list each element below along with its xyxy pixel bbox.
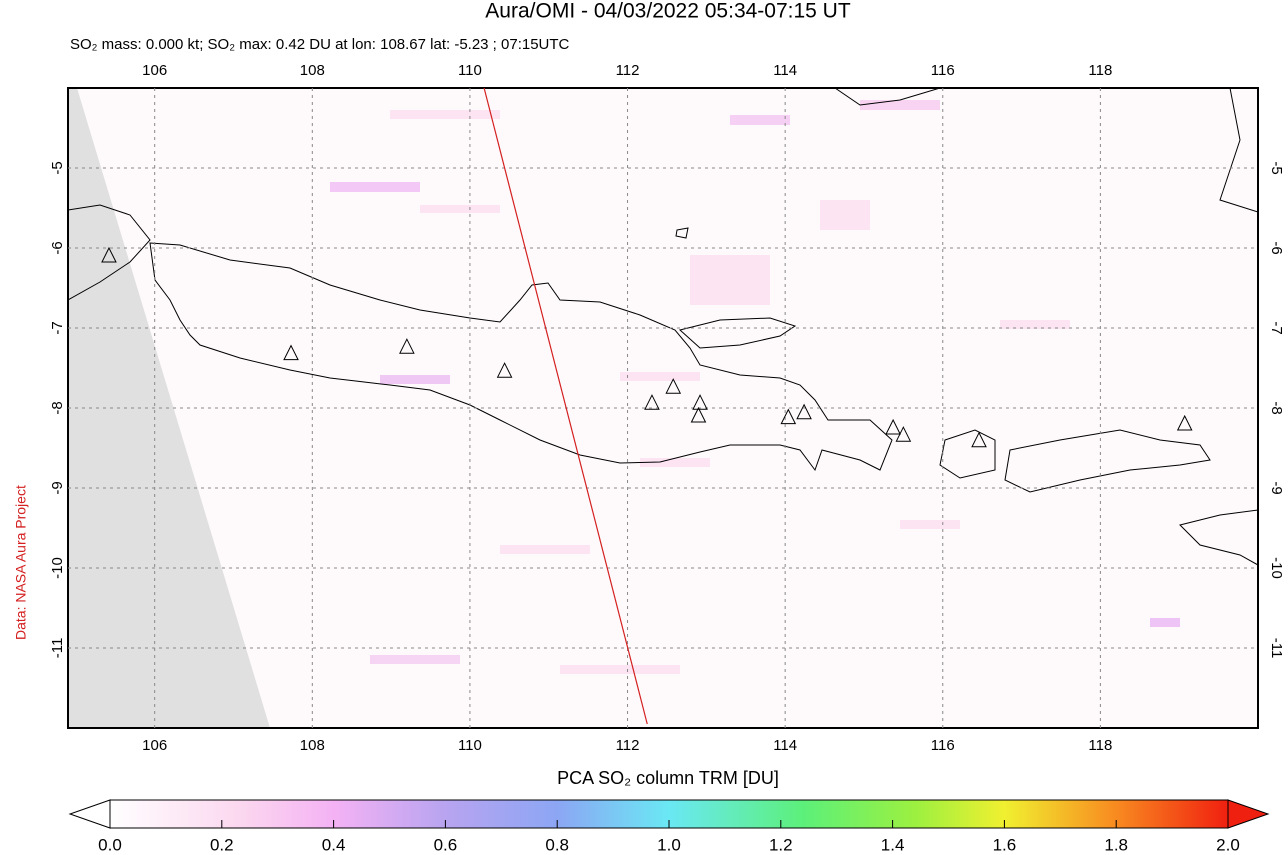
volcano-marker <box>283 344 299 361</box>
y-tick-label: -10 <box>1268 557 1285 579</box>
volcano-marker <box>644 394 660 410</box>
volcano-marker <box>796 403 812 420</box>
source-label: Data: NASA Aura Project <box>13 485 29 640</box>
colorbar-tick-label: 0.2 <box>210 835 234 854</box>
retrieval-streaks <box>330 100 1180 674</box>
x-tick-label: 114 <box>773 737 797 754</box>
colorbar-tick-label: 1.6 <box>993 835 1017 854</box>
volcano-marker <box>780 408 797 425</box>
subtitle: SO₂ mass: 0.000 kt; SO₂ max: 0.42 DU at … <box>70 36 570 53</box>
y-tick-label: -7 <box>49 321 66 334</box>
volcano-marker <box>496 362 513 378</box>
colorbar-over-arrow <box>1227 799 1270 829</box>
y-tick-label: -9 <box>1268 481 1285 494</box>
volcano-marker <box>1176 414 1193 431</box>
x-tick-label: 106 <box>142 62 167 79</box>
colorbar-tick-label: 2.0 <box>1216 835 1240 854</box>
x-tick-label: 112 <box>616 62 640 79</box>
colorbar-tick-label: 1.4 <box>881 835 905 854</box>
y-tick-label: -6 <box>49 241 66 254</box>
volcano-marker <box>885 418 901 435</box>
volcano-marker <box>895 426 912 442</box>
volcano-marker <box>690 406 707 423</box>
colorbar-tick-label: 0.4 <box>322 835 346 854</box>
y-tick-label: -5 <box>49 161 66 174</box>
x-tick-label: 114 <box>773 62 797 79</box>
colorbar-tick-label: 0.8 <box>545 835 569 854</box>
y-tick-label: -9 <box>49 481 66 494</box>
y-tick-label: -10 <box>49 557 66 579</box>
x-tick-label: 110 <box>458 62 482 79</box>
colorbar-tick-label: 0.6 <box>434 835 458 854</box>
y-tick-label: -8 <box>49 401 66 414</box>
x-tick-label: 116 <box>931 737 955 754</box>
y-tick-label: -8 <box>1268 401 1285 414</box>
volcano-marker <box>399 338 415 354</box>
colorbar-tick-label: 1.0 <box>657 835 681 854</box>
volcano-marker <box>101 246 117 263</box>
y-tick-label: -5 <box>1268 161 1285 174</box>
x-tick-label: 112 <box>616 737 640 754</box>
x-tick-label: 106 <box>142 737 167 754</box>
y-tick-label: -7 <box>1268 321 1285 334</box>
colorbar-label: PCA SO₂ column TRM [DU] <box>557 768 779 788</box>
volcano-marker <box>665 378 682 394</box>
volcano-marker <box>692 394 708 410</box>
x-tick-label: 118 <box>1088 737 1112 754</box>
y-tick-label: -11 <box>49 638 66 659</box>
x-tick-label: 118 <box>1088 62 1112 79</box>
colorbar-tick-label: 1.2 <box>769 835 793 854</box>
x-tick-label: 110 <box>458 737 482 754</box>
y-tick-label: -6 <box>1268 241 1285 254</box>
colorbar-tick-label: 1.8 <box>1104 835 1128 854</box>
volcano-marker <box>971 431 987 448</box>
x-tick-label: 108 <box>300 62 325 79</box>
x-tick-label: 108 <box>300 737 325 754</box>
x-tick-label: 116 <box>931 62 955 79</box>
coastlines <box>68 88 1258 566</box>
orbit-track <box>483 87 648 725</box>
y-tick-label: -11 <box>1268 638 1285 659</box>
chart-title: Aura/OMI - 04/03/2022 05:34-07:15 UT <box>485 0 851 23</box>
colorbar-under-arrow <box>68 799 111 829</box>
colorbar-tick-label: 0.0 <box>98 835 122 854</box>
